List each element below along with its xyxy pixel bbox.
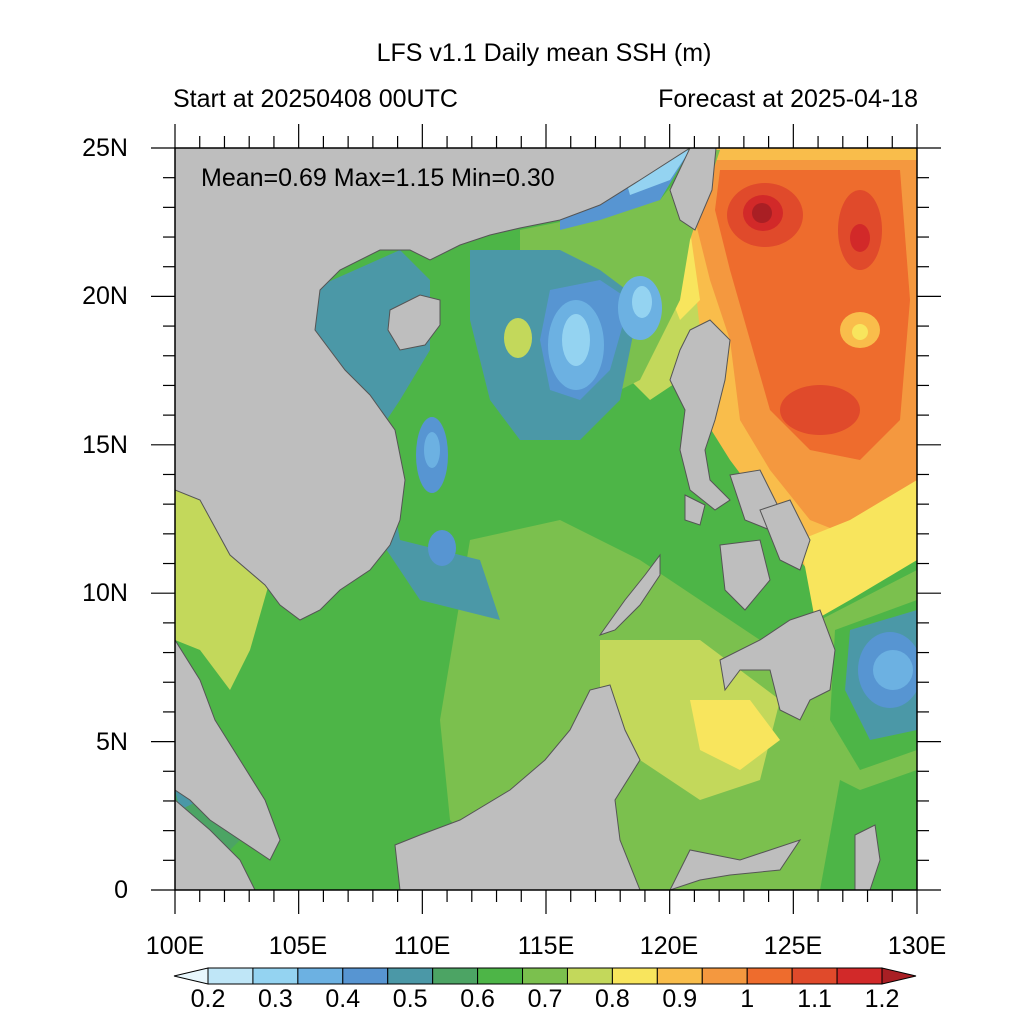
sulawesi-island (669, 839, 802, 890)
ssh-local-feature (504, 318, 532, 358)
start-time-label: Start at 20250408 00UTC (173, 85, 458, 113)
ssh-contour-band (310, 250, 500, 620)
lon-tick-label: 120E (639, 932, 699, 960)
colorbar-low-extend (173, 967, 209, 985)
colorbar-swatch (207, 967, 254, 985)
colorbar-tick-label: 0.6 (460, 985, 495, 1013)
lon-tick-label: 130E (887, 932, 947, 960)
land-mask (175, 148, 881, 890)
ssh-high-center (850, 224, 870, 252)
colorbar-swatch (701, 967, 748, 985)
colorbar-swatch (522, 967, 568, 985)
palawan-island (598, 553, 661, 636)
colorbar-swatch (791, 967, 838, 985)
negros-cebu-islands (719, 539, 771, 611)
map-area (175, 148, 917, 890)
halmahera-island (854, 824, 881, 890)
colorbar-swatch (387, 967, 434, 985)
chart-title: LFS v1.1 Daily mean SSH (m) (376, 39, 712, 67)
colorbar-swatch (566, 967, 613, 985)
samar-island (759, 499, 811, 571)
colorbar-swatch (836, 967, 883, 985)
lat-tick-label: 10N (82, 579, 128, 607)
colorbar-tick-label: 0.5 (392, 985, 428, 1013)
borneo-island (394, 684, 641, 890)
lon-tick-label: 100E (145, 932, 205, 960)
colorbar (173, 967, 917, 985)
malay-peninsula (175, 639, 281, 861)
axis-ticks (151, 124, 941, 914)
colorbar-swatch (656, 967, 703, 985)
lat-tick-label: 25N (82, 134, 128, 162)
lon-tick-label: 105E (268, 932, 328, 960)
lon-tick-label: 110E (393, 932, 451, 960)
ssh-low-center (632, 286, 652, 318)
colorbar-swatch (477, 967, 524, 985)
stats-label: Mean=0.69 Max=1.15 Min=0.30 (201, 164, 555, 192)
colorbar-tick-label: 1.2 (864, 985, 900, 1013)
colorbar-tick-label: 0.4 (325, 985, 361, 1013)
colorbar-tick-label: 1.1 (797, 985, 832, 1013)
colorbar-swatch (342, 967, 389, 985)
lon-tick-label: 115E (517, 932, 575, 960)
ssh-low-center (428, 530, 456, 566)
taiwan-island (669, 148, 717, 231)
lat-tick-label: 5N (96, 728, 128, 756)
colorbar-tick-label: 1 (740, 985, 755, 1013)
lat-tick-label: 15N (82, 431, 128, 459)
colorbar-high-extend (881, 967, 917, 985)
ssh-contour-band (800, 480, 917, 620)
lat-tick-label: 0 (114, 876, 128, 904)
mindoro-island (684, 494, 706, 526)
colorbar-tick-label: 0.3 (258, 985, 293, 1013)
colorbar-swatch (746, 967, 793, 985)
colorbar-swatch (297, 967, 344, 985)
colorbar-swatch (252, 967, 299, 985)
asia-mainland (175, 148, 691, 621)
forecast-date-label: Forecast at 2025-04-18 (658, 85, 918, 113)
colorbar-tick-label: 0.2 (190, 985, 226, 1013)
lat-tick-label: 20N (82, 282, 128, 310)
colorbar-tick-label: 0.9 (662, 985, 698, 1013)
sumatra-island (175, 799, 256, 890)
ssh-high-center (780, 385, 860, 435)
lon-tick-label: 125E (763, 932, 823, 960)
ssh-low-center (562, 314, 590, 366)
ssh-high-center (752, 203, 772, 223)
ssh-low-center (424, 432, 440, 468)
colorbar-tick-label: 0.8 (595, 985, 630, 1013)
colorbar-swatch (432, 967, 479, 985)
hainan-island (387, 294, 441, 351)
mindanao-island (719, 609, 836, 721)
colorbar-tick-label: 0.7 (527, 985, 563, 1013)
ssh-contour-band (690, 700, 780, 770)
ssh-local-feature (852, 324, 868, 340)
colorbar-swatch (611, 967, 658, 985)
luzon-island (669, 319, 731, 511)
ssh-low-center (873, 650, 913, 690)
